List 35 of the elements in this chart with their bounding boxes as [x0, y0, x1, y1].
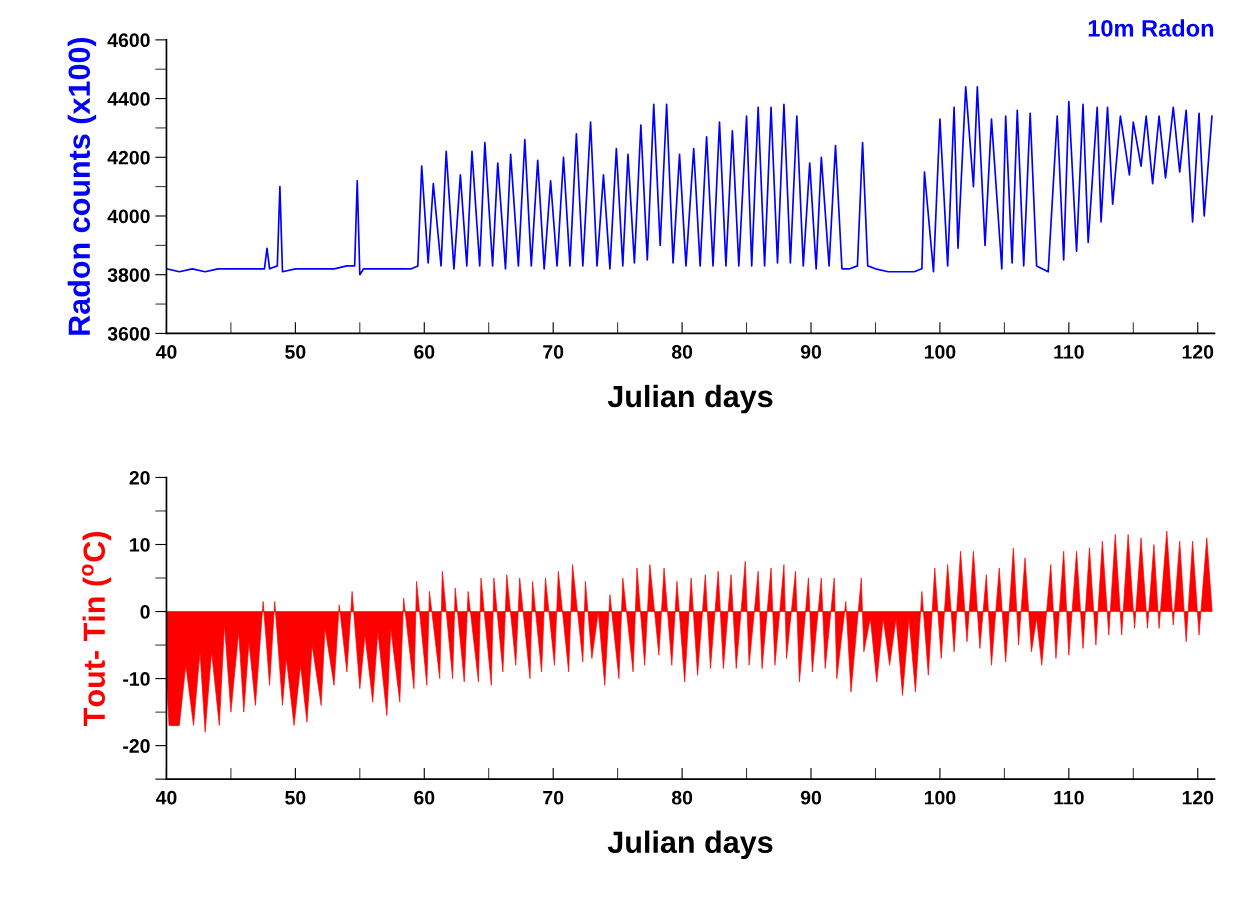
x-tick-label: 120	[1182, 790, 1214, 805]
x-tick-label: 50	[285, 790, 306, 805]
x-axis-title: Julian days	[607, 384, 773, 414]
x-tick-label: 110	[1054, 790, 1084, 805]
x-tick-label: 100	[924, 345, 956, 359]
x-tick-label: 70	[543, 790, 564, 805]
x-tick-label: 50	[285, 345, 306, 359]
x-tick-label: 80	[671, 345, 693, 359]
x-tick-label: 110	[1054, 345, 1084, 359]
y-tick-label: 4000	[107, 209, 150, 224]
y-tick-label: 4400	[107, 92, 150, 106]
x-tick-label: 120	[1182, 345, 1214, 359]
y-tick-label: -20	[123, 739, 150, 753]
x-tick-label: 40	[155, 790, 177, 805]
y-tick-label: 10	[130, 537, 150, 552]
y-tick-label: -10	[123, 672, 150, 686]
x-tick-label: 90	[800, 790, 822, 805]
line-series	[166, 85, 1213, 276]
y-tick-label: 3600	[107, 326, 150, 341]
y-tick-label: 4200	[107, 150, 150, 165]
x-tick-label: 60	[414, 345, 435, 359]
x-tick-label: 70	[543, 345, 564, 359]
y-axis-title: Tout- Tin ($^{o}$C)	[81, 532, 112, 726]
text: 10m Radon	[1088, 19, 1214, 37]
y-tick-label: 3800	[107, 268, 150, 282]
x-tick-label: 60	[414, 790, 435, 805]
y-tick-label: 4600	[107, 33, 150, 48]
y-tick-label: 0	[140, 605, 150, 619]
y-axis-title: Radon counts (x100)	[67, 37, 97, 335]
x-tick-label: 90	[800, 345, 822, 359]
x-tick-label: 40	[155, 345, 177, 359]
x-tick-label: 80	[671, 790, 693, 805]
x-axis-title: Julian days	[607, 830, 773, 860]
x-tick-label: 100	[924, 790, 956, 805]
y-tick-label: 20	[129, 470, 150, 485]
